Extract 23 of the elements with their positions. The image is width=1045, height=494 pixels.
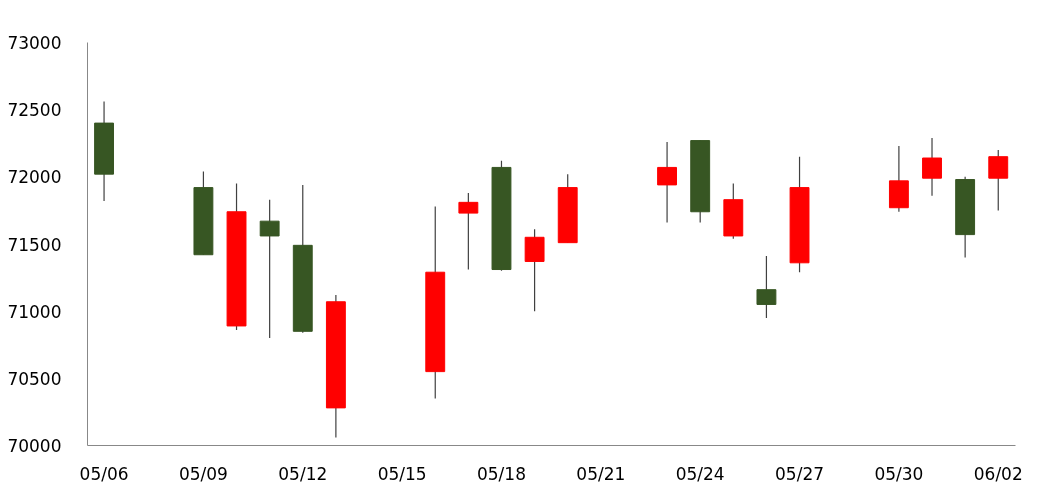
x-tick-label: 06/02	[973, 463, 1023, 484]
candlestick	[756, 255, 777, 319]
x-tick-label: 05/27	[775, 463, 825, 484]
y-tick-label: 70500	[7, 368, 62, 389]
y-tick-label: 72000	[7, 167, 62, 188]
x-tick-label: 05/21	[576, 463, 626, 484]
x-tick-label: 05/09	[178, 463, 228, 484]
y-tick-label: 73000	[7, 33, 62, 53]
x-tick-label: 05/15	[377, 463, 427, 484]
y-tick-label: 70000	[7, 436, 62, 456]
candlestick	[922, 137, 942, 197]
x-tick-label: 05/24	[675, 463, 725, 484]
x-tick-label: 05/18	[476, 463, 526, 484]
x-tick-label: 05/06	[79, 463, 129, 484]
x-tick-label: 05/12	[278, 463, 328, 484]
candlestick	[259, 199, 280, 339]
y-tick-label: 71500	[7, 234, 62, 255]
x-tick-label: 05/30	[874, 463, 924, 484]
candlestick	[458, 192, 479, 271]
y-tick-label: 72500	[7, 100, 62, 121]
candlestick	[988, 149, 1009, 212]
candlestick	[657, 141, 678, 224]
y-tick-label: 71000	[7, 301, 62, 322]
